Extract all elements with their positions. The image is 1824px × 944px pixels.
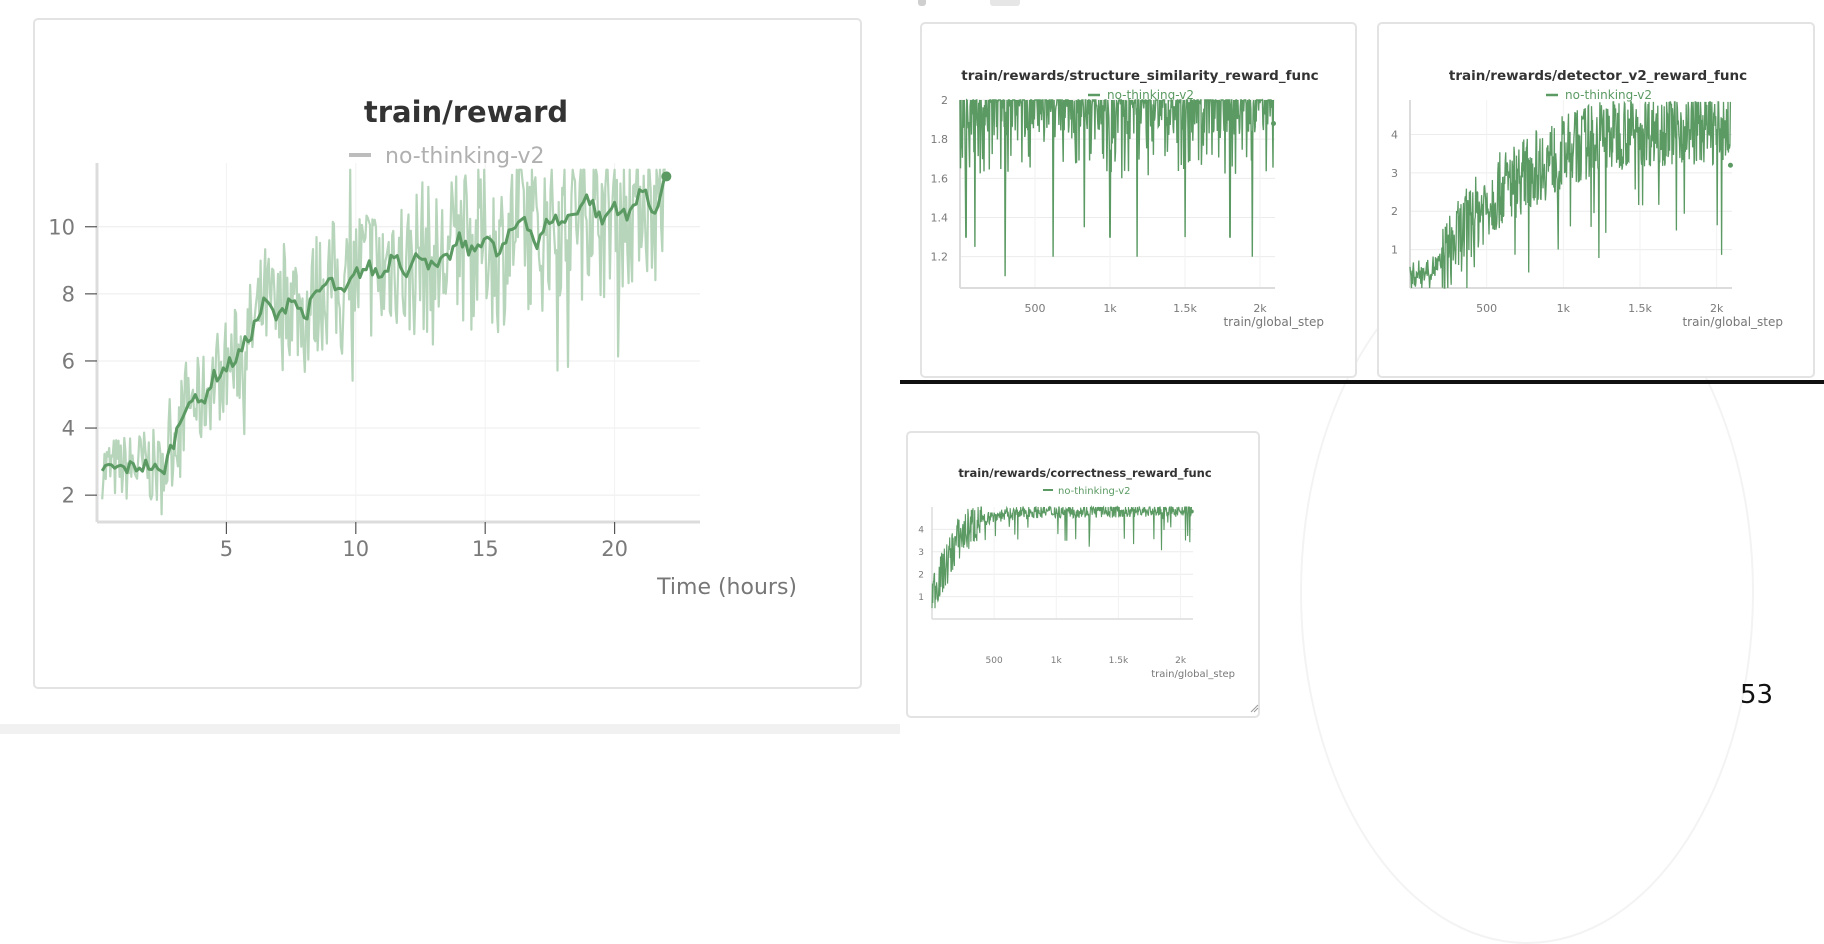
x-tick-label: 1.5k <box>1173 302 1197 315</box>
x-tick-label: 1k <box>1103 302 1117 315</box>
panel-train-reward: train/reward no-thinking-v2 Time (hours)… <box>33 18 862 689</box>
series-end-point <box>1189 509 1194 514</box>
y-tick-label: 2 <box>62 484 75 508</box>
x-tick-label: 15 <box>472 537 499 561</box>
y-tick-label: 2 <box>1391 205 1398 218</box>
y-tick-label: 1.6 <box>931 172 949 185</box>
y-tick-label: 1.2 <box>931 251 949 264</box>
y-tick-label: 10 <box>48 215 75 239</box>
x-tick-label: 500 <box>986 656 1003 666</box>
y-tick-label: 3 <box>918 548 924 558</box>
series-end-point <box>661 171 672 182</box>
y-tick-label: 1 <box>1391 244 1398 257</box>
x-axis-label: train/global_step <box>1151 669 1235 680</box>
legend-label: no-thinking-v2 <box>1058 486 1131 497</box>
chart-detector-v2: train/rewards/detector_v2_reward_func no… <box>1391 68 1783 329</box>
y-tick-label: 2 <box>918 570 924 580</box>
y-tick-label: 4 <box>1391 128 1398 141</box>
chart-title: train/rewards/detector_v2_reward_func <box>1449 68 1747 84</box>
x-tick-label: 1.5k <box>1109 656 1129 666</box>
x-tick-label: 1.5k <box>1628 302 1652 315</box>
x-tick-label: 2k <box>1253 302 1267 315</box>
y-tick-label: 6 <box>62 350 75 374</box>
x-tick-label: 2k <box>1175 656 1187 666</box>
y-tick-label: 2 <box>941 94 948 107</box>
chart-title: train/rewards/structure_similarity_rewar… <box>961 68 1318 84</box>
plot-area: 1 2 3 4 500 1k 1.5k 2k <box>918 504 1194 666</box>
series-smooth-line <box>100 177 666 476</box>
bottom-strip <box>0 724 900 734</box>
divider-line <box>900 380 1824 384</box>
x-tick-label: 20 <box>601 537 628 561</box>
y-tick-label: 4 <box>62 417 75 441</box>
plot-area: 2 4 6 8 10 5 10 15 20 <box>48 163 700 561</box>
x-tick-label: 10 <box>342 537 369 561</box>
x-tick-label: 5 <box>220 537 233 561</box>
series-end-point <box>1271 121 1276 126</box>
panel-correctness: train/rewards/correctness_reward_func no… <box>906 431 1260 718</box>
series-raw-line <box>101 168 666 516</box>
series-line <box>1409 100 1732 289</box>
x-axis-label: Time (hours) <box>656 575 797 600</box>
y-tick-label: 1.8 <box>931 133 949 146</box>
panel-structure-similarity: train/rewards/structure_similarity_rewar… <box>920 22 1357 378</box>
y-tick-label: 1.4 <box>931 211 949 224</box>
x-tick-label: 500 <box>1476 302 1497 315</box>
page-number: 53 <box>1740 680 1774 710</box>
y-tick-label: 3 <box>1391 167 1398 180</box>
x-tick-label: 1k <box>1051 656 1063 666</box>
panel-detector-v2: train/rewards/detector_v2_reward_func no… <box>1377 22 1815 378</box>
resize-handle-icon[interactable] <box>1250 704 1259 713</box>
x-axis-label: train/global_step <box>1223 315 1324 329</box>
legend-label: no-thinking-v2 <box>1565 88 1652 102</box>
chart-structure-similarity: train/rewards/structure_similarity_rewar… <box>931 68 1325 329</box>
series-end-point <box>1727 162 1733 168</box>
y-tick-label: 4 <box>918 526 924 536</box>
chart-title: train/reward <box>364 95 568 129</box>
x-tick-label: 2k <box>1710 302 1724 315</box>
chart-title: train/rewards/correctness_reward_func <box>958 466 1212 481</box>
x-axis-label: train/global_step <box>1682 315 1783 329</box>
plot-area: 1 2 3 4 500 1k 1.5k 2k <box>1391 100 1733 315</box>
y-tick-label: 1 <box>918 593 924 603</box>
x-tick-label: 1k <box>1557 302 1571 315</box>
legend-label: no-thinking-v2 <box>385 144 545 169</box>
y-tick-label: 8 <box>62 282 75 306</box>
series-line <box>931 504 1193 609</box>
x-tick-label: 500 <box>1025 302 1046 315</box>
plot-area: 1.2 1.4 1.6 1.8 2 500 1k 1.5k 2k <box>931 94 1276 315</box>
series-line <box>959 97 1275 277</box>
chart-train-reward: train/reward no-thinking-v2 Time (hours)… <box>48 95 797 600</box>
chart-correctness: train/rewards/correctness_reward_func no… <box>918 466 1259 713</box>
